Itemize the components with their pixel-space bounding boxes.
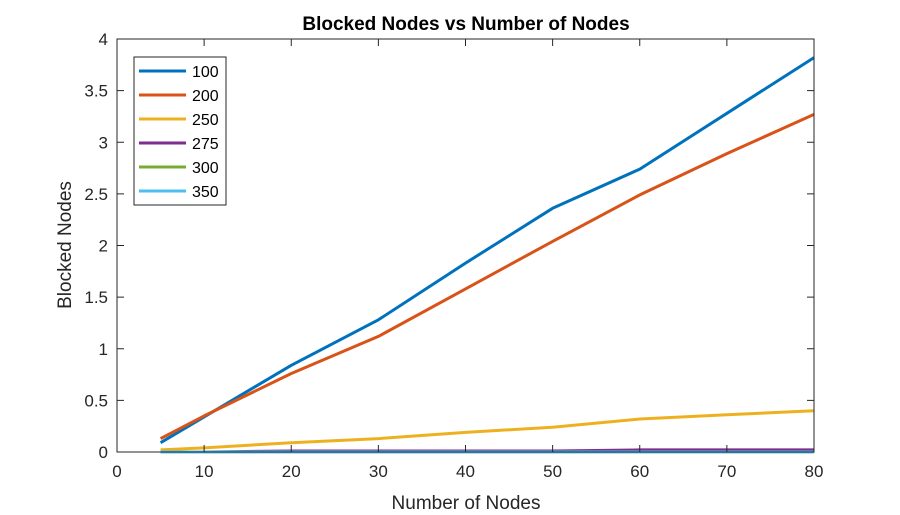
legend-box [133, 56, 227, 206]
y-axis-title: Blocked Nodes [55, 181, 76, 309]
y-tick-label: 3 [99, 133, 108, 152]
y-tick-label: 0.5 [84, 391, 108, 410]
legend-label-250: 250 [192, 112, 219, 129]
x-tick-label: 10 [195, 462, 214, 481]
x-tick-label: 60 [630, 462, 649, 481]
y-tick-label: 4 [99, 30, 108, 49]
x-tick-label: 50 [543, 462, 562, 481]
series-line-200 [159, 113, 815, 440]
y-tick-label: 2.5 [84, 185, 108, 204]
legend-label-275: 275 [192, 136, 219, 153]
legend-label-300: 300 [192, 160, 219, 177]
x-tick-label: 30 [369, 462, 388, 481]
y-tick-label: 2 [99, 237, 108, 256]
series-line-250 [160, 409, 815, 452]
x-tick-label: 40 [456, 462, 475, 481]
x-tick-label: 80 [805, 462, 824, 481]
tick-layer: 0 10 20 30 40 50 60 70 80 0 0.5 1 1.5 2 2.5 3 3.5 4 [84, 30, 823, 481]
y-tick-label: 3.5 [84, 82, 108, 101]
y-tick-label: 1 [99, 340, 108, 359]
x-tick-label: 70 [717, 462, 736, 481]
plot-area [117, 39, 814, 452]
x-tick-label: 0 [112, 462, 121, 481]
x-tick-label: 20 [282, 462, 301, 481]
legend-label-350: 350 [192, 184, 219, 201]
chart-title: Blocked Nodes vs Number of Nodes [302, 14, 629, 35]
legend-label-200: 200 [192, 88, 219, 105]
legend: 100 200 250 275 300 350 [133, 56, 227, 206]
legend-label-100: 100 [192, 64, 219, 81]
y-tick-label: 1.5 [84, 288, 108, 307]
y-tick-label: 0 [99, 443, 108, 462]
x-axis-title: Number of Nodes [392, 493, 541, 514]
series-line-100 [159, 56, 815, 444]
